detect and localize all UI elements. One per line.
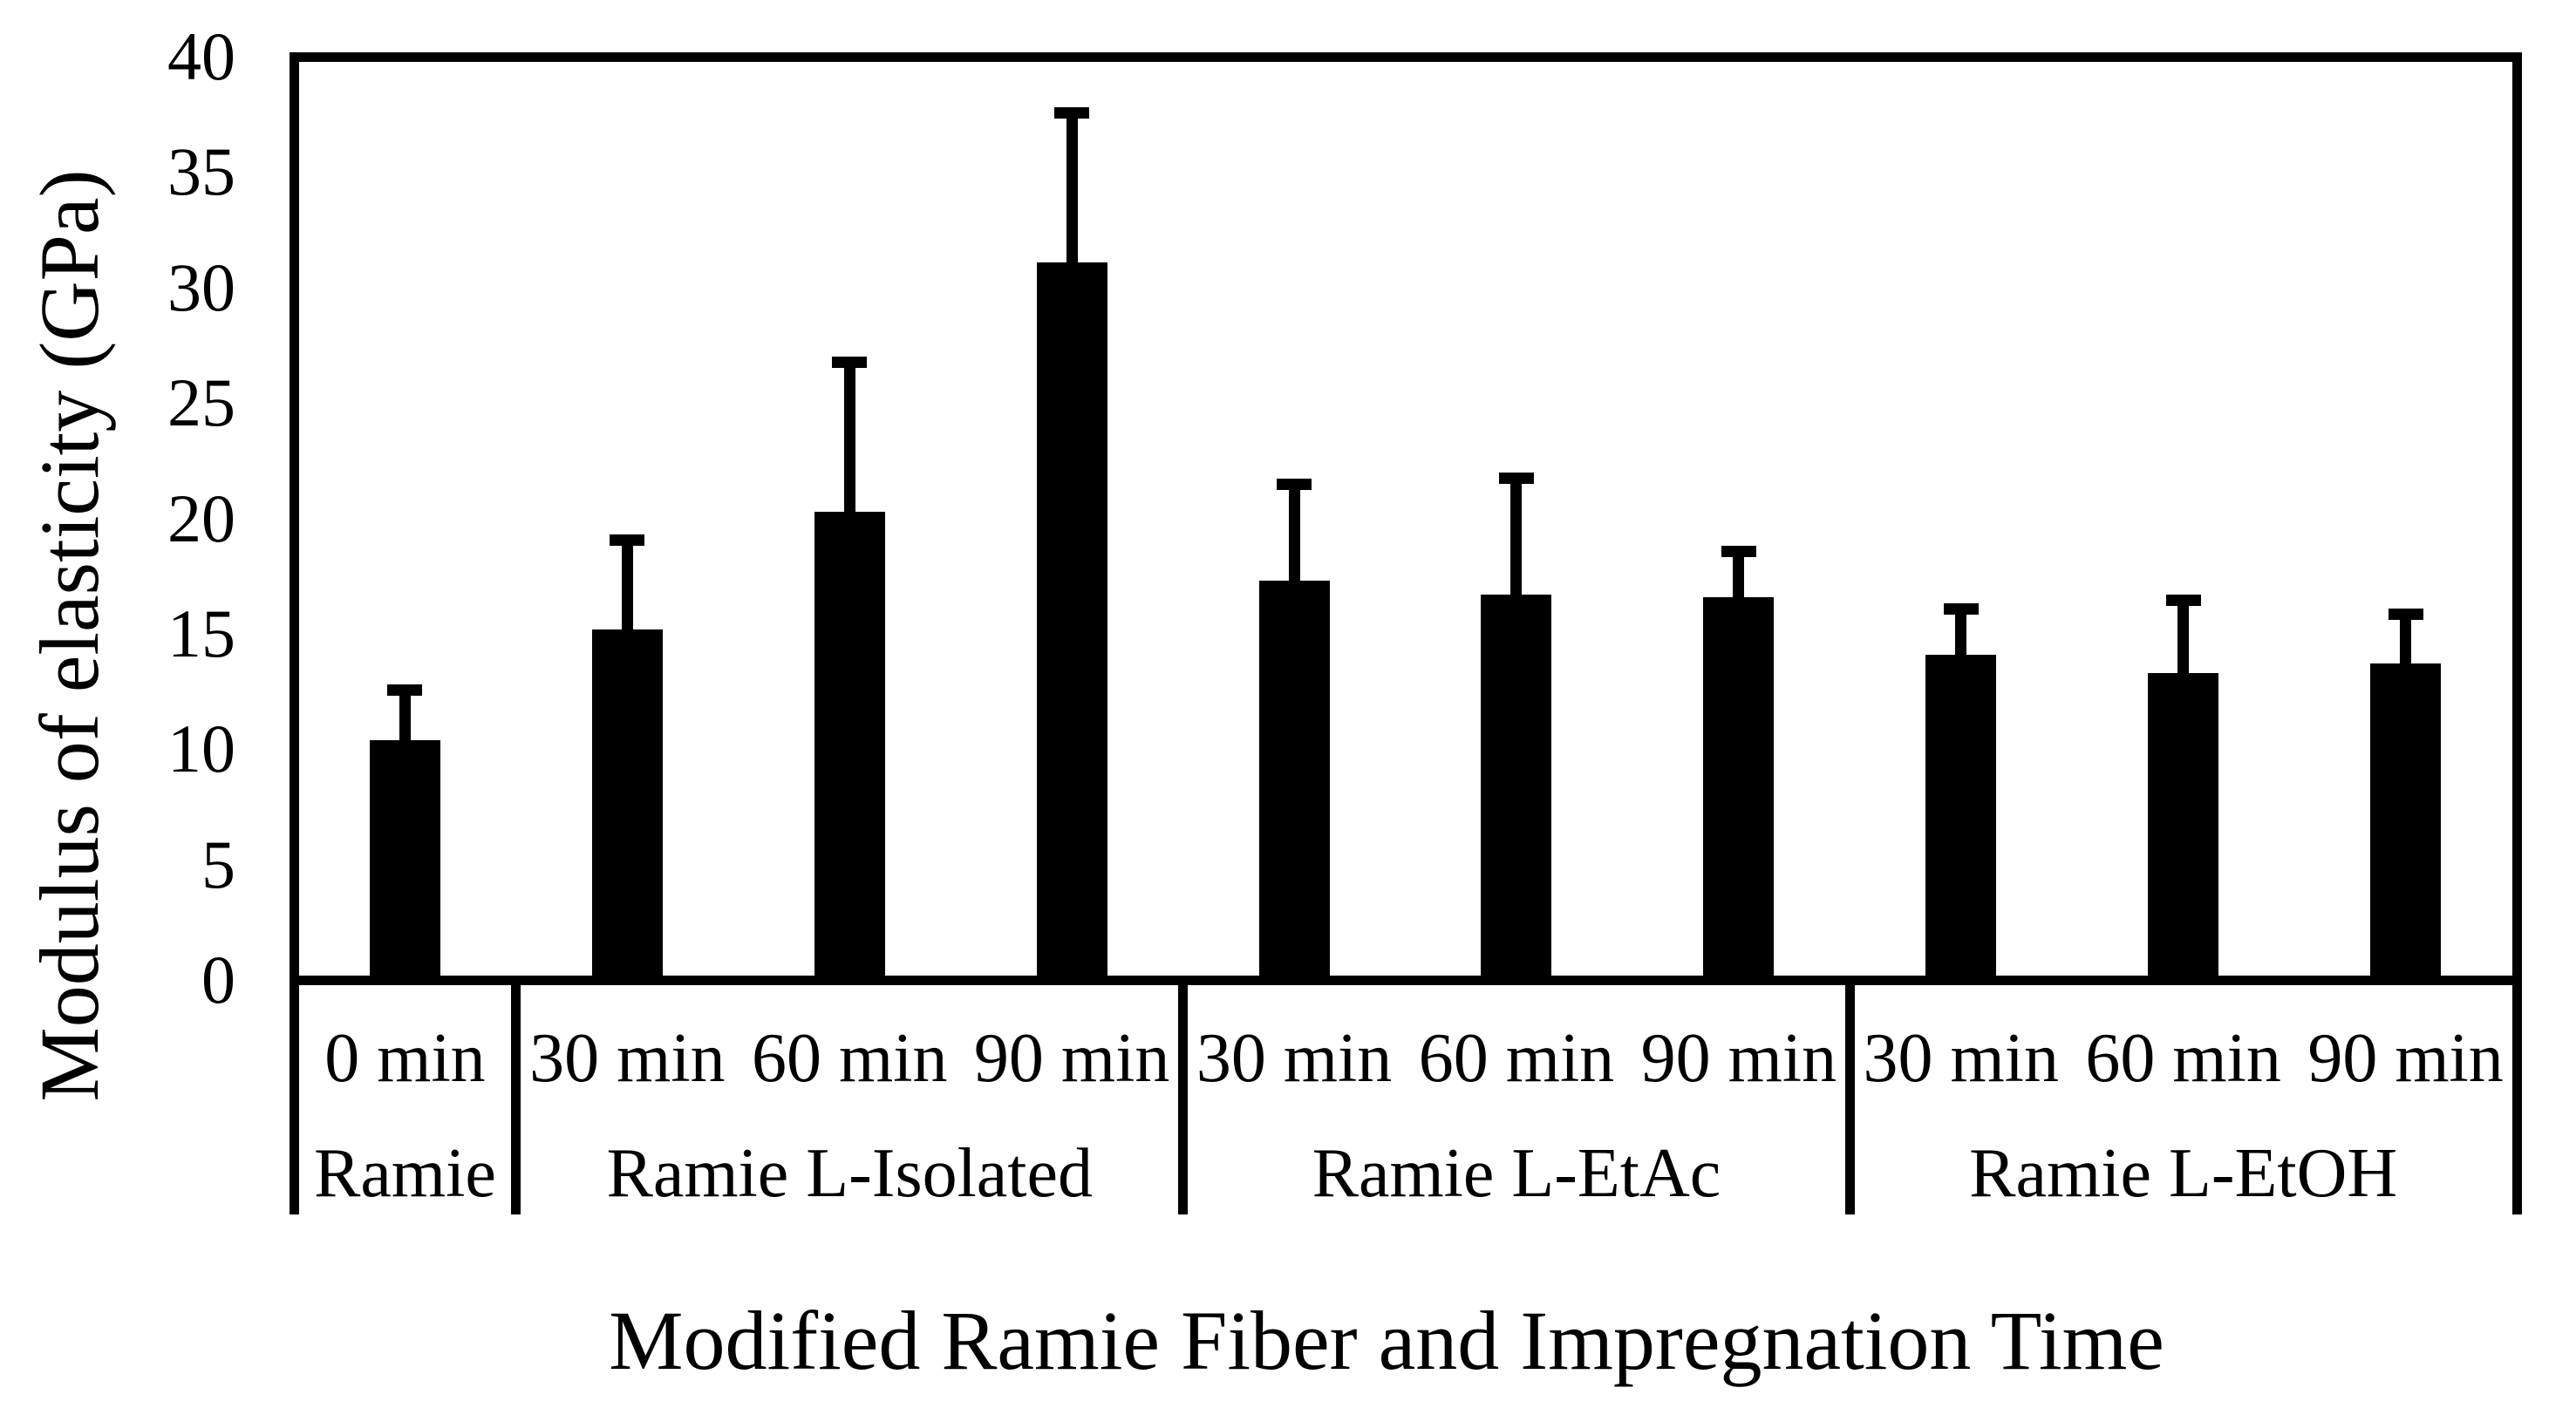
error-whisker-ramie-l-isolated-60-min [843,357,855,512]
y-tick-label-40: 40 [167,18,235,94]
group-label-ramie: Ramie [314,1135,496,1212]
y-tick-label-35: 35 [167,133,235,210]
bar-ramie-l-etoh-60-min [2148,672,2219,980]
group-divider-ramie-l-isolated [1178,975,1189,1214]
x-axis-line [289,975,2522,985]
bar-ramie-l-etac-30-min [1258,580,1330,980]
bar-ramie-l-isolated-30-min [591,629,663,980]
plot-top-border [289,51,2522,62]
group-label-ramie-l-etoh: Ramie L-EtOH [1969,1135,2398,1212]
error-whisker-ramie-l-etac-60-min [1510,472,1523,595]
error-cap-ramie-l-etac-30-min [1277,479,1312,491]
group-label-ramie-l-isolated: Ramie L-Isolated [606,1135,1094,1212]
error-cap-ramie-l-etoh-60-min [2165,594,2201,606]
error-whisker-ramie-l-isolated-30-min [621,534,633,629]
y-tick-label-10: 10 [167,711,235,787]
y-axis-line [289,51,299,1214]
y-tick-label-0: 0 [201,942,235,1017]
bar-ramie-l-etoh-90-min [2370,663,2442,980]
group-label-ramie-l-etac: Ramie L-EtAc [1312,1135,1721,1212]
y-tick-label-30: 30 [167,248,235,325]
bar-ramie-l-etoh-30-min [1925,654,1997,980]
error-cap-ramie-l-isolated-90-min [1054,107,1090,119]
time-label-ramie-l-etac-90-min: 90 min [1640,1020,1837,1097]
error-whisker-ramie-0-min [399,684,411,740]
time-label-ramie-l-etoh-90-min: 90 min [2307,1020,2504,1097]
group-divider-ramie [511,975,521,1214]
y-tick-label-20: 20 [167,480,235,556]
error-whisker-ramie-l-isolated-90-min [1066,107,1078,262]
time-label-ramie-l-etac-30-min: 30 min [1196,1020,1393,1097]
x-axis-title: Modified Ramie Fiber and Impregnation Ti… [609,1294,2164,1387]
time-label-ramie-l-etoh-60-min: 60 min [2085,1020,2281,1097]
error-cap-ramie-l-etoh-90-min [2388,608,2423,620]
time-label-ramie-0-min: 0 min [324,1020,486,1097]
bar-ramie-l-isolated-60-min [814,511,885,980]
error-whisker-ramie-l-etac-30-min [1288,479,1300,581]
group-divider-ramie-l-etac [1844,975,1855,1214]
y-tick-label-15: 15 [167,595,235,671]
error-whisker-ramie-l-etoh-60-min [2177,594,2190,673]
error-cap-ramie-l-etoh-30-min [1943,603,1979,616]
y-tick-label-5: 5 [201,826,235,902]
bar-ramie-l-isolated-90-min [1036,262,1107,980]
time-label-ramie-l-etac-60-min: 60 min [1418,1020,1615,1097]
error-whisker-ramie-l-etoh-30-min [1955,603,1967,655]
error-whisker-ramie-l-etoh-90-min [2400,608,2412,664]
bar-ramie-l-etac-60-min [1481,594,1552,980]
error-cap-ramie-l-etac-90-min [1721,546,1756,558]
plot-right-border [2511,51,2522,1214]
error-cap-ramie-l-isolated-60-min [832,357,868,369]
time-label-ramie-l-isolated-30-min: 30 min [529,1020,726,1097]
time-label-ramie-l-etoh-30-min: 30 min [1863,1020,2059,1097]
bar-ramie-0-min [369,739,440,980]
y-tick-label-25: 25 [167,364,235,441]
time-label-ramie-l-isolated-90-min: 90 min [973,1020,1170,1097]
error-whisker-ramie-l-etac-90-min [1733,546,1745,597]
time-label-ramie-l-isolated-60-min: 60 min [752,1020,948,1097]
error-cap-ramie-l-isolated-30-min [610,534,645,547]
bar-ramie-l-etac-90-min [1703,596,1775,980]
error-cap-ramie-l-etac-60-min [1498,472,1534,484]
error-cap-ramie-0-min [387,684,423,697]
